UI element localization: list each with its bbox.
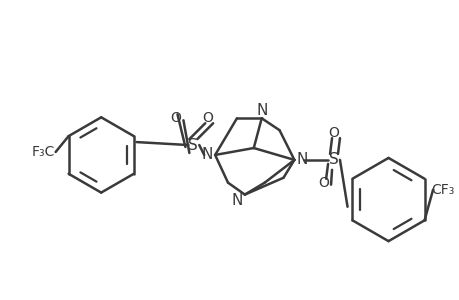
Text: N: N [256,103,267,118]
Text: N: N [296,152,308,167]
Text: O: O [328,126,339,140]
Text: F₃C: F₃C [32,145,55,159]
Text: S: S [188,137,198,152]
Text: CF₃: CF₃ [431,183,453,196]
Text: N: N [201,148,213,163]
Text: N: N [231,193,242,208]
Text: S: S [329,152,338,167]
Text: O: O [202,111,212,125]
Text: O: O [318,176,329,190]
Text: O: O [170,111,180,125]
